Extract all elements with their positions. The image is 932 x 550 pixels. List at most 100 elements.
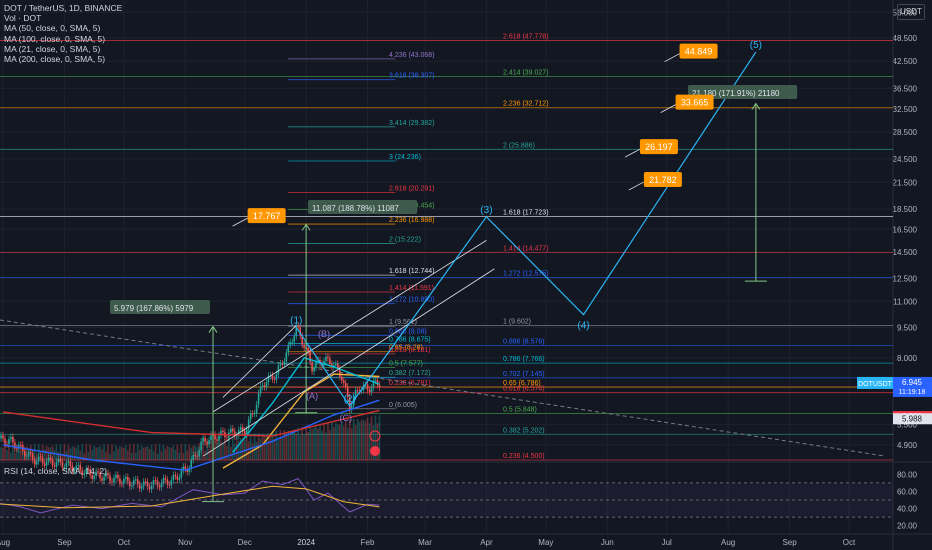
volume-bar [251,443,254,460]
candle-body [170,479,173,486]
time-axis-tick: 2024 [297,538,315,547]
time-axis-tick: Aug [0,538,10,547]
symbol-title[interactable]: DOT / TetherUS, 1D, BINANCE [4,3,123,13]
measure-arrow [208,325,218,333]
volume-legend[interactable]: Vol · DOT [4,13,42,24]
volume-bar [154,444,157,460]
volume-bar [33,444,36,460]
candle-body [249,413,252,420]
volume-bar [146,446,149,460]
volume-bar [325,432,327,460]
volume-bar [132,444,135,460]
candle-body [121,483,123,485]
candle-body [18,444,20,449]
symbol-badge-label: DOTUSDT [858,381,893,388]
elliott-wave-label: (3) [480,205,492,216]
volume-bar [321,430,323,460]
candle-body [2,435,4,439]
candle-body [287,344,290,353]
volume-bar [160,451,163,460]
rsi-legend[interactable]: RSI (14, close, SMA, 14, 2) [4,466,107,476]
ma200-legend[interactable]: MA (200, close, 0, SMA, 5) [4,54,106,65]
candle-body [346,386,349,398]
time-axis-tick: Sep [782,538,797,547]
candle-body [350,405,353,410]
candle-body [138,484,141,489]
candle-body [196,455,198,457]
candle-body [374,380,377,381]
volume-bar [249,434,252,460]
candle-body [277,365,280,375]
candle-body [33,459,36,465]
candle-body [16,448,18,450]
time-axis-tick: Oct [843,538,856,547]
countdown-timer: 11:19:18 [899,389,926,396]
volume-bar [152,451,155,460]
elliott-wave-label: (4) [577,321,589,332]
last-price-badge [893,376,932,397]
candle-body [243,430,246,436]
candle-body [75,465,78,471]
ma100-legend[interactable]: MA (100, close, 0, SMA, 5) [4,33,106,44]
volume-bar [105,451,107,460]
candle-body [37,456,40,462]
time-axis-tick: Mar [418,538,432,547]
volume-bar [134,452,137,460]
volume-bar [99,445,101,460]
volume-bar [18,450,20,460]
volume-bar [366,417,369,460]
volume-bar [319,424,321,460]
candle-body [129,481,131,487]
candle-body [259,386,262,394]
candle-body [247,419,250,430]
candle-body [130,485,133,487]
volume-bar [190,447,193,460]
volume-bar [235,437,238,460]
volume-bar [339,424,341,460]
ma21-legend[interactable]: MA (21, close, 0, SMA, 5) [4,43,101,54]
candle-body [222,430,224,433]
ma50-legend[interactable]: MA (50, close, 0, SMA, 5) [4,23,101,34]
target-callout [624,148,641,158]
candle-body [358,390,361,391]
currency-button[interactable]: USDT [897,4,925,20]
volume-bar [63,444,66,460]
candle-body [261,385,264,387]
volume-bar [73,446,76,460]
candle-body [158,485,161,488]
fib-level-label: 1 (9.561) [389,319,417,326]
volume-bar [333,427,335,460]
fib-level-label: 0.786 (7.766) [503,356,545,363]
time-axis-tick: Jul [662,538,672,547]
rsi-ma-line [0,485,380,509]
rsi-axis-tick: 40.00 [897,505,918,514]
candle-body [178,477,181,480]
candle-body [251,413,254,415]
volume-bar [241,438,244,460]
candle-body [166,479,169,485]
price-axis-tick: 14.500 [893,248,918,257]
volume-bar [263,436,266,460]
candle-body [10,436,12,440]
time-axis-tick: Aug [721,538,735,547]
volume-bar [49,447,52,460]
candle-body [65,462,68,468]
rsi-axis-tick: 60.00 [897,487,918,496]
fib-level-label: 1.414 (11.591) [389,285,434,292]
candle-body [285,352,288,362]
candle-body [79,465,82,471]
fib-level-label: 1 (9.602) [503,318,531,325]
fib-level-label: 3.414 (29.382) [389,120,435,127]
volume-bar [59,444,62,460]
candle-body [148,486,151,490]
volume-bar [350,428,353,460]
fib-level-label: 0.702 (7.145) [503,371,545,378]
volume-bar [224,438,226,460]
measure-label: 11.087 (188.78%) 11087 [312,204,399,213]
candle-body [12,436,14,443]
price-axis-tick: 42.500 [893,57,918,66]
volume-bar [47,447,50,460]
candle-body [45,461,48,466]
volume-bar [307,431,309,460]
